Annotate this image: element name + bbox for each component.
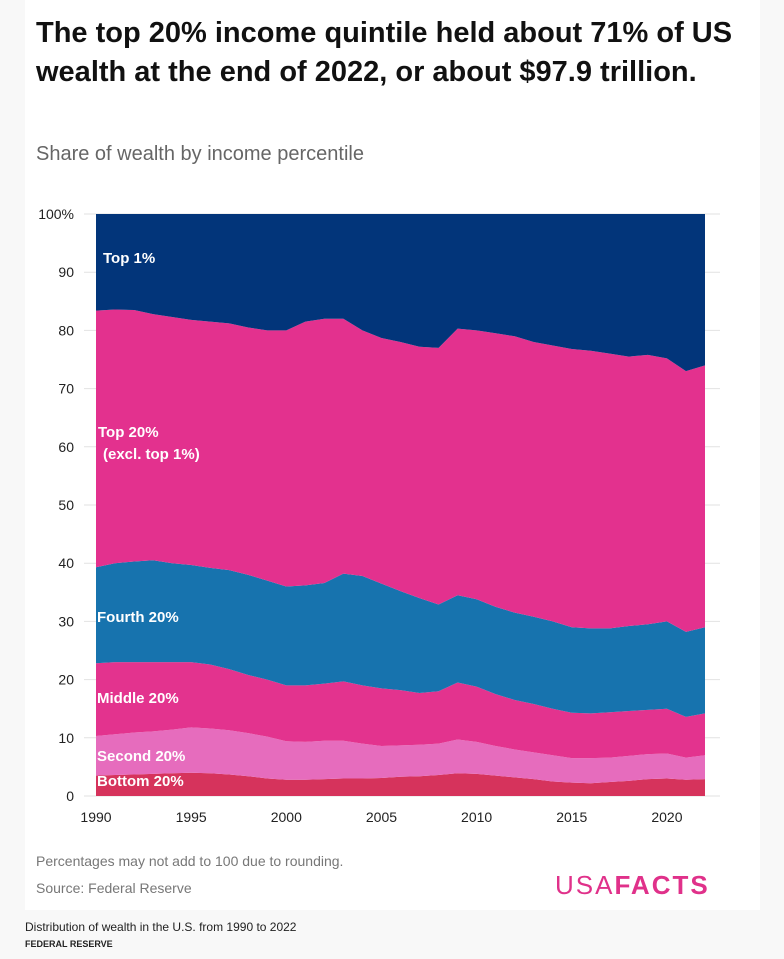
x-tick-label: 2005 bbox=[366, 809, 397, 825]
y-tick-label: 80 bbox=[58, 322, 74, 338]
credit: FEDERAL RESERVE bbox=[25, 939, 113, 949]
area-second-20- bbox=[96, 727, 705, 784]
source-note: Source: Federal Reserve bbox=[36, 880, 192, 896]
rounding-note: Percentages may not add to 100 due to ro… bbox=[36, 853, 344, 869]
series-label-top20-line2: (excl. top 1%) bbox=[103, 446, 200, 463]
x-tick-label: 1990 bbox=[80, 809, 111, 825]
chart-subtitle: Share of wealth by income percentile bbox=[36, 143, 364, 165]
y-tick-label: 100% bbox=[38, 206, 74, 222]
series-label-bottom: Bottom 20% bbox=[97, 773, 184, 790]
y-tick-label: 60 bbox=[58, 439, 74, 455]
usafacts-logo: USAFACTS bbox=[555, 870, 710, 900]
stacked-area-chart: 0 10 20 30 40 50 60 70 80 90 100% 1990 1995 2000 2005… bbox=[38, 206, 720, 825]
series-label-top1: Top 1% bbox=[103, 250, 155, 267]
series-label-second: Second 20% bbox=[97, 748, 185, 765]
x-tick-label: 1995 bbox=[176, 809, 207, 825]
x-tick-label: 2015 bbox=[556, 809, 587, 825]
area-middle-20- bbox=[96, 662, 705, 759]
chart-title: The top 20% income quintile held about 7… bbox=[36, 17, 733, 88]
area-top-20-excl-top-1- bbox=[96, 309, 705, 632]
y-tick-label: 90 bbox=[58, 264, 74, 280]
caption: Distribution of wealth in the U.S. from … bbox=[25, 920, 297, 934]
x-tick-label: 2010 bbox=[461, 809, 492, 825]
y-tick-label: 10 bbox=[58, 730, 74, 746]
y-tick-label: 20 bbox=[58, 672, 74, 688]
series-label-top20-line1: Top 20% bbox=[98, 424, 159, 441]
area-top-1- bbox=[96, 214, 705, 372]
y-tick-label: 50 bbox=[58, 497, 74, 513]
y-tick-label: 70 bbox=[58, 381, 74, 397]
area-bottom-20- bbox=[96, 772, 705, 796]
series-label-fourth: Fourth 20% bbox=[97, 609, 179, 626]
x-tick-label: 2000 bbox=[271, 809, 302, 825]
y-tick-label: 40 bbox=[58, 555, 74, 571]
x-tick-label: 2020 bbox=[651, 809, 682, 825]
y-tick-label: 0 bbox=[66, 788, 74, 804]
y-tick-label: 30 bbox=[58, 613, 74, 629]
series-label-middle: Middle 20% bbox=[97, 690, 179, 707]
area-fourth-20- bbox=[96, 560, 705, 717]
